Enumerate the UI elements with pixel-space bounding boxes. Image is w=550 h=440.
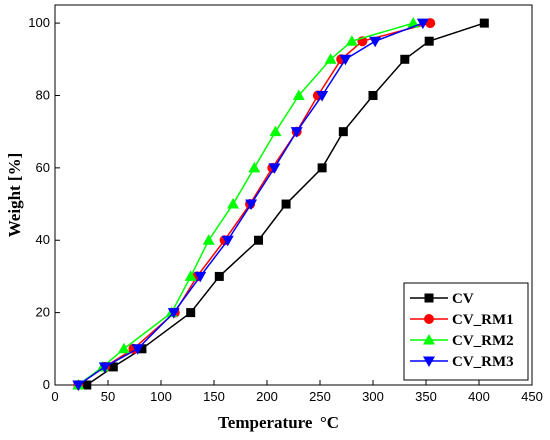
data-point-triangle-down [194, 271, 207, 283]
x-tick-label: 450 [521, 389, 543, 404]
data-point-square [254, 235, 264, 245]
data-point-triangle-down [339, 54, 352, 66]
data-point-square [281, 199, 291, 209]
data-point-triangle-down [316, 90, 329, 102]
y-tick-label: 100 [28, 15, 50, 30]
x-tick-label: 200 [256, 389, 278, 404]
x-tick-label: 100 [150, 389, 172, 404]
x-tick-label: 0 [51, 389, 58, 404]
data-point-square [186, 308, 196, 318]
legend-label: CV [452, 291, 474, 307]
legend-label: CV_RM1 [452, 312, 514, 328]
y-tick-label: 40 [36, 232, 50, 247]
legend-label: CV_RM3 [452, 354, 514, 370]
legend-item: CV_RM2 [410, 333, 514, 349]
data-point-triangle-down [221, 235, 234, 247]
x-tick-label: 400 [468, 389, 490, 404]
data-point-triangle-up [248, 161, 261, 173]
data-point-triangle-up [184, 270, 197, 281]
y-axis-title: Weight [%] [5, 153, 24, 238]
data-point-square [214, 271, 224, 281]
x-axis-unit: °C [320, 413, 339, 432]
data-point-square [368, 90, 378, 100]
data-point-triangle-down [167, 308, 180, 319]
y-tick-label: 0 [43, 377, 50, 392]
data-point-triangle-up [292, 89, 305, 100]
x-axis: 0 50 100 150 200 250 300 350 400 450 [51, 380, 543, 404]
y-tick-label: 20 [36, 305, 50, 320]
data-point-triangle-down [369, 36, 382, 48]
legend: CV CV_RM1 CV_RM2 CV_RM3 [403, 282, 529, 381]
data-point-triangle-up [423, 334, 435, 345]
data-point-triangle-down [268, 163, 281, 174]
data-point-triangle-up [117, 342, 130, 354]
x-axis-title: Temperature [218, 413, 313, 432]
data-point-triangle-up [324, 53, 337, 64]
data-point-triangle-down [416, 18, 429, 30]
x-tick-label: 300 [362, 389, 384, 404]
data-point-triangle-up [202, 234, 215, 245]
series-cv-rm3 [72, 18, 429, 391]
x-tick-label: 50 [101, 389, 115, 404]
data-point-square [108, 362, 118, 372]
data-point-triangle-down [72, 380, 85, 391]
y-tick-label: 60 [36, 160, 50, 175]
data-point-square [400, 54, 410, 64]
legend-item: CV_RM1 [410, 312, 514, 328]
x-tick-label: 250 [309, 389, 331, 404]
data-point-square [338, 127, 348, 137]
data-point-square [82, 380, 92, 390]
data-point-square [137, 344, 147, 354]
data-point-triangle-down [245, 199, 258, 211]
data-point-triangle-down [290, 127, 303, 138]
legend-label: CV_RM2 [452, 333, 514, 349]
data-point-square [317, 163, 327, 173]
legend-item: CV_RM3 [410, 354, 514, 370]
data-point-triangle-up [269, 125, 282, 137]
y-tick-label: 80 [36, 87, 50, 102]
data-point-triangle-down [423, 356, 435, 367]
y-axis: 0 20 40 60 80 100 [28, 15, 60, 392]
series-line [78, 22, 485, 386]
data-point-triangle-down [131, 344, 144, 355]
data-point-triangle-down [98, 362, 111, 373]
data-point-circle [425, 18, 436, 29]
data-point-triangle-up [227, 198, 240, 209]
data-point-circle [424, 314, 434, 324]
data-point-square [479, 18, 489, 28]
series-layer [72, 17, 489, 391]
legend-item: CV [410, 291, 474, 307]
x-tick-label: 350 [415, 389, 437, 404]
x-tick-label: 150 [203, 389, 225, 404]
data-point-triangle-up [345, 35, 358, 46]
data-point-square [424, 293, 434, 303]
plot-frame [54, 4, 533, 386]
data-point-square [424, 36, 434, 46]
